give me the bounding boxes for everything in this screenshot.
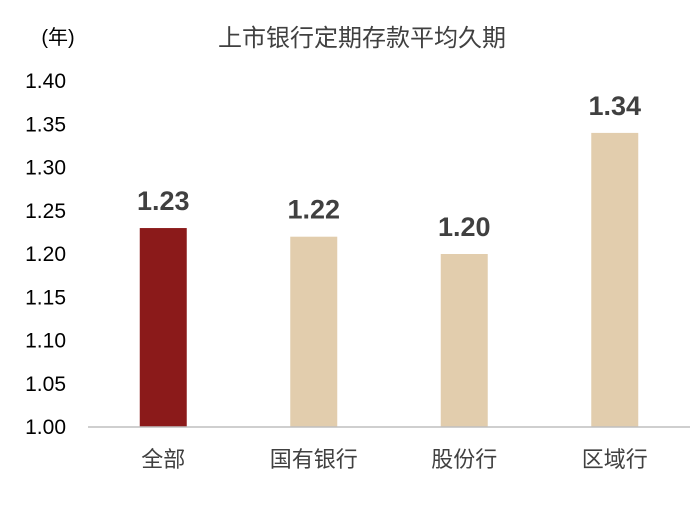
y-tick-label: 1.35: [25, 113, 66, 136]
data-label: 1.34: [588, 91, 641, 121]
y-tick-label: 1.25: [25, 200, 66, 223]
bar: [440, 254, 488, 427]
y-tick-label: 1.15: [25, 286, 66, 309]
y-tick-label: 1.10: [25, 330, 66, 353]
bar: [290, 236, 338, 427]
data-label: 1.22: [287, 195, 340, 225]
chart-title: 上市银行定期存款平均久期: [218, 25, 506, 52]
category-label: 国有银行: [270, 447, 358, 472]
y-tick-label: 1.20: [25, 243, 66, 266]
data-label: 1.20: [438, 212, 491, 242]
y-tick-label: 1.00: [25, 416, 66, 439]
bar: [591, 132, 639, 427]
y-tick-label: 1.05: [25, 373, 66, 396]
data-label: 1.23: [137, 186, 190, 216]
y-axis-ticks: 1.00 1.05 1.10 1.15 1.20 1.25 1.30 1.35 1.40: [25, 70, 66, 439]
category-label: 股份行: [431, 447, 497, 472]
data-labels: 1.23 1.22 1.20 1.34: [137, 91, 641, 242]
y-tick-label: 1.40: [25, 70, 66, 93]
y-axis-unit: (年): [41, 26, 74, 49]
category-label: 区域行: [582, 447, 648, 472]
bar: [139, 228, 187, 427]
x-axis-categories: 全部 国有银行 股份行 区域行: [141, 447, 648, 472]
category-label: 全部: [141, 447, 185, 472]
y-tick-label: 1.30: [25, 157, 66, 180]
bars: [139, 132, 639, 427]
